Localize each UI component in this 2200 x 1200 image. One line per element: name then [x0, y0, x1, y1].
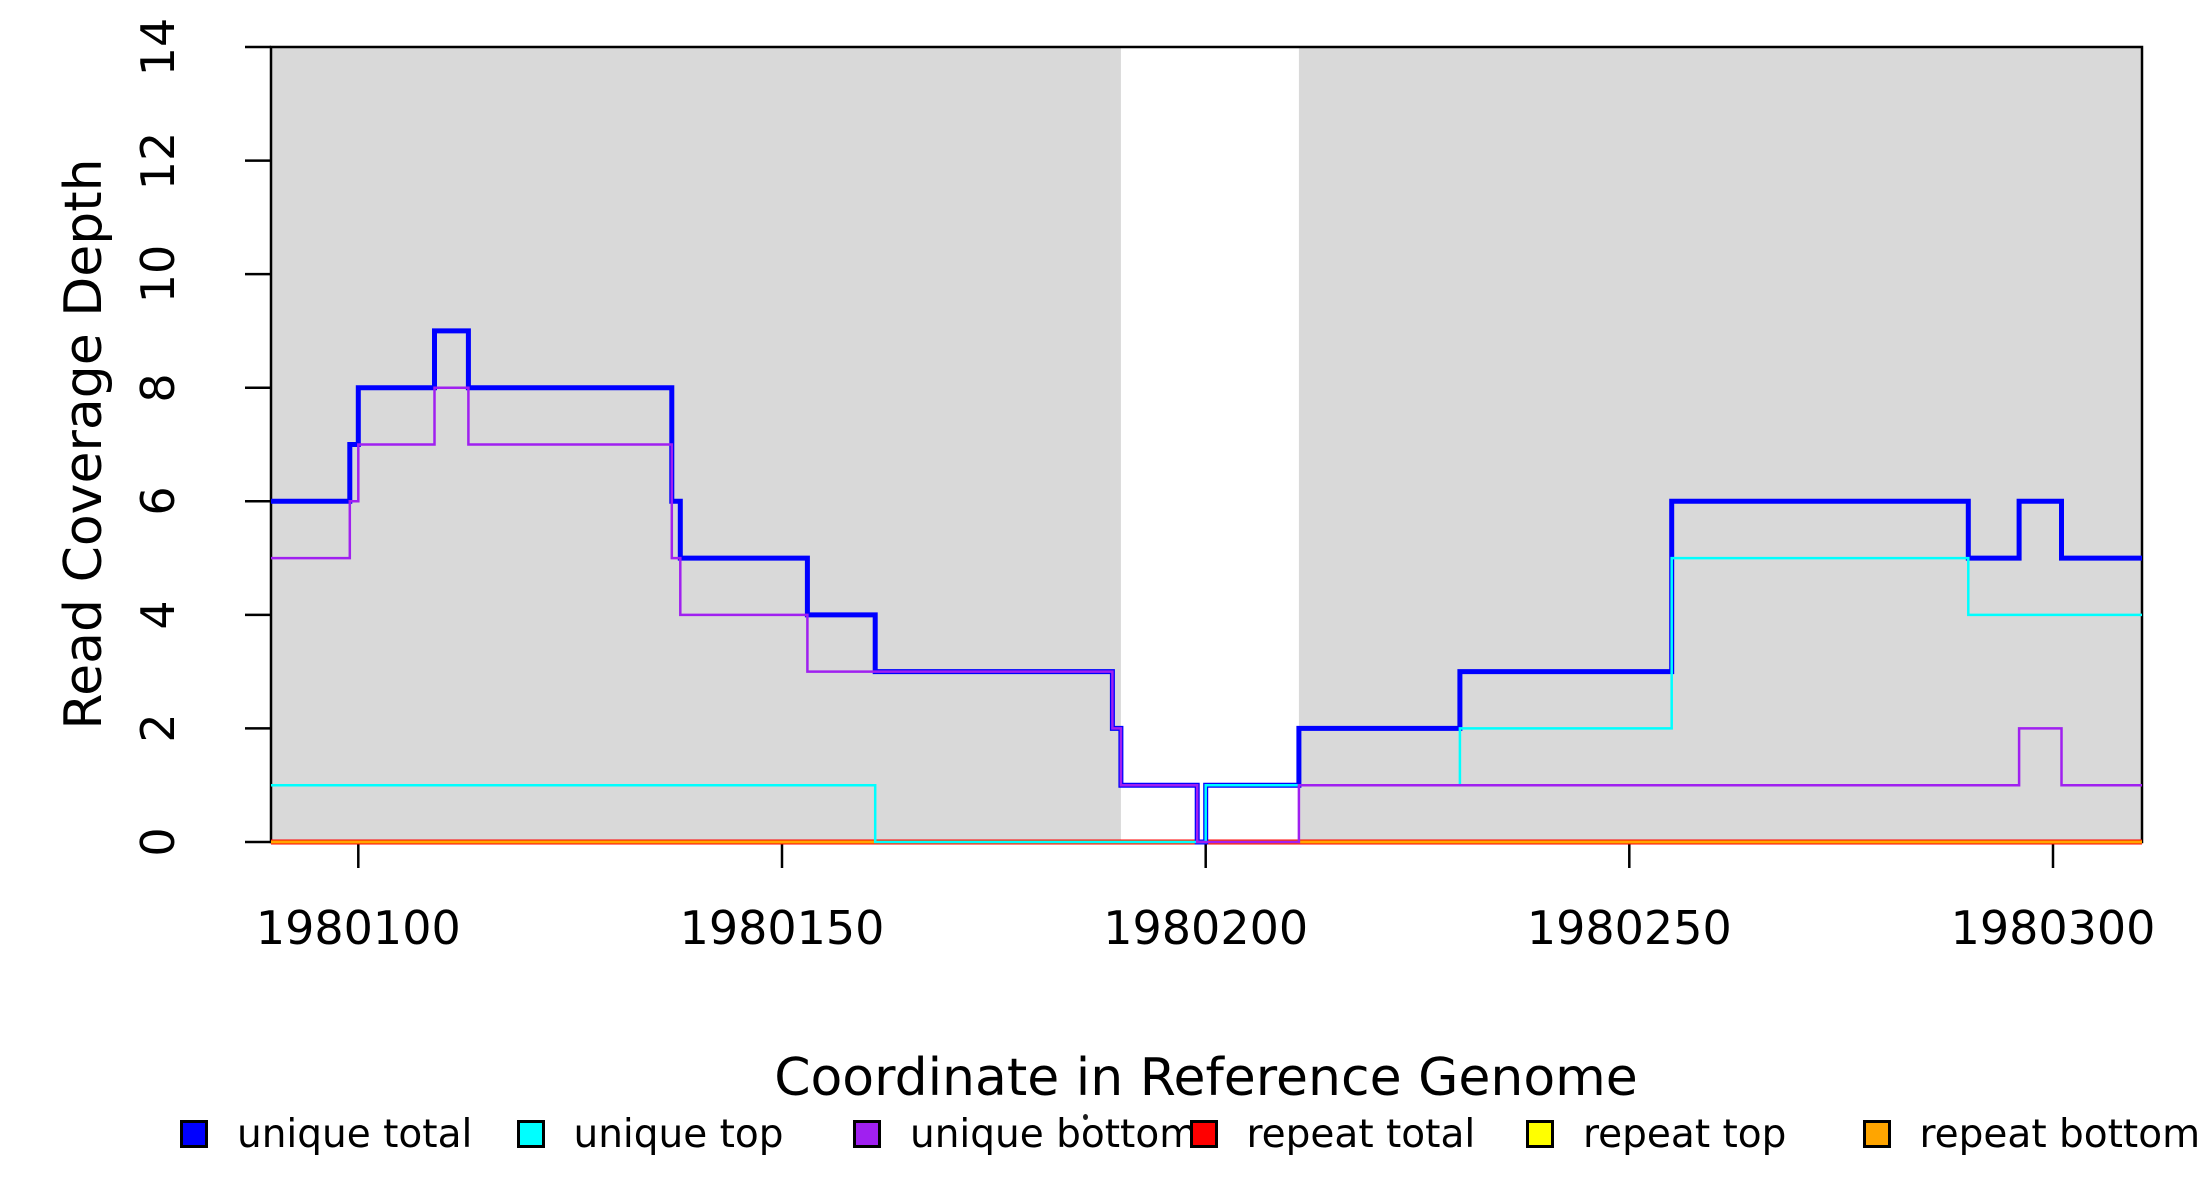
y-tick-label-8: 8 — [131, 373, 185, 403]
x-tick-label-1980100: 1980100 — [255, 901, 461, 955]
legend-swatch-unique-top — [516, 1120, 545, 1148]
y-tick-label-0: 0 — [131, 827, 185, 857]
highlight-region-2 — [1298, 47, 2142, 842]
y-tick-label-4: 4 — [131, 600, 185, 630]
legend-swatch-repeat-top — [1526, 1120, 1554, 1148]
legend-label-unique-top: unique top — [573, 1111, 784, 1157]
y-tick-label-12: 12 — [131, 131, 185, 190]
legend-label-unique-total: unique total — [237, 1111, 473, 1157]
y-tick-label-6: 6 — [131, 486, 185, 516]
x-tick-label-1980150: 1980150 — [679, 901, 885, 955]
series-line-unique-bottom — [271, 386, 2142, 844]
legend-label-repeat-bottom: repeat bottom — [1919, 1111, 2200, 1157]
legend-item-repeat-total: repeat total — [1189, 1112, 1475, 1157]
legend-item-unique-bottom: unique bottom — [853, 1112, 1197, 1157]
legend-label-repeat-top: repeat top — [1583, 1111, 1787, 1157]
legend-item-repeat-top: repeat top — [1526, 1112, 1786, 1157]
x-tick-label-1980300: 1980300 — [1950, 901, 2156, 955]
y-tick-label-2: 2 — [131, 713, 185, 744]
legend-label-repeat-total: repeat total — [1246, 1111, 1476, 1157]
legend-swatch-repeat-bottom — [1862, 1120, 1891, 1148]
legend-swatch-unique-total — [180, 1120, 208, 1148]
legend-item-unique-total: unique total — [180, 1112, 472, 1157]
legend-item-unique-top: unique top — [516, 1112, 784, 1157]
legend-label-unique-bottom: unique bottom — [910, 1111, 1198, 1157]
y-tick-label-10: 10 — [131, 244, 185, 304]
x-tick-label-1980200: 1980200 — [1103, 901, 1309, 955]
series-line-unique-top — [271, 556, 2142, 844]
legend-swatch-repeat-total — [1189, 1120, 1218, 1148]
legend-swatch-unique-bottom — [853, 1120, 881, 1148]
stray-dot — [1083, 1114, 1088, 1120]
legend-item-repeat-bottom: repeat bottom — [1862, 1112, 2200, 1157]
y-axis-label: Read Coverage Depth — [54, 158, 114, 730]
x-tick-label-1980250: 1980250 — [1526, 901, 1732, 955]
x-axis-label: Coordinate in Reference Genome — [774, 1048, 1638, 1108]
y-tick-label-14: 14 — [131, 17, 185, 77]
